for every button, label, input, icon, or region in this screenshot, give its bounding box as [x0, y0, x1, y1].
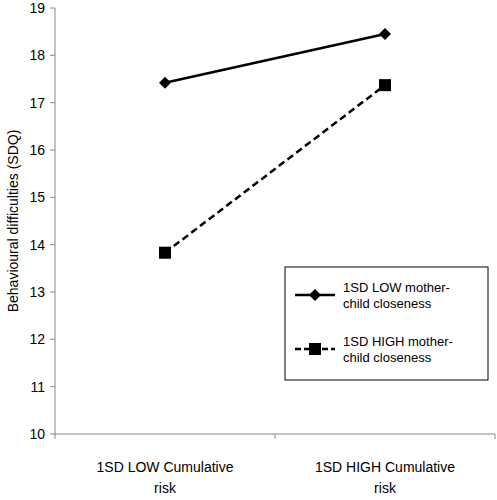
y-tick	[50, 102, 55, 103]
y-tick-label: 13	[29, 284, 45, 300]
legend-marker	[309, 343, 321, 355]
y-tick-label: 16	[29, 142, 45, 158]
plot-area	[159, 28, 391, 259]
y-tick-label: 19	[29, 0, 45, 16]
x-tick-label-line: risk	[154, 480, 177, 496]
legend-label-line: child closeness	[343, 350, 432, 365]
x-band-tick	[495, 434, 496, 439]
y-axis	[55, 8, 56, 434]
y-tick	[50, 150, 55, 151]
y-tick	[50, 386, 55, 387]
legend-marker	[309, 289, 321, 301]
y-tick-label: 12	[29, 331, 45, 347]
series-marker	[159, 247, 171, 259]
series-marker	[379, 79, 391, 91]
series-line	[165, 34, 385, 83]
y-tick	[50, 8, 55, 9]
legend: 1SD LOW mother-child closeness1SD HIGH m…	[285, 267, 488, 380]
series-marker	[379, 28, 391, 40]
x-band-tick	[55, 434, 56, 439]
x-tick-label: 1SD LOW Cumulative risk	[97, 459, 234, 496]
y-tick	[50, 55, 55, 56]
legend-label: 1SD LOW mother-child closeness	[343, 280, 450, 311]
y-tick	[50, 292, 55, 293]
y-tick	[50, 197, 55, 198]
y-tick	[50, 434, 55, 435]
series-line	[165, 85, 385, 253]
y-tick-label: 10	[29, 426, 45, 442]
x-tick-label-line: risk	[374, 480, 397, 496]
y-tick	[50, 244, 55, 245]
y-tick-label: 15	[29, 189, 45, 205]
y-tick-label: 18	[29, 47, 45, 63]
legend-label-line: child closeness	[343, 296, 432, 311]
x-tick-label: 1SD HIGH Cumulative risk	[315, 459, 455, 496]
legend-label: 1SD HIGH mother-child closeness	[343, 334, 453, 365]
legend-box	[285, 267, 488, 380]
y-tick	[50, 339, 55, 340]
y-tick-label: 11	[30, 379, 45, 395]
legend-label-line: 1SD HIGH mother-	[343, 334, 453, 349]
x-tick-label-line: 1SD LOW Cumulative	[97, 459, 234, 475]
y-tick-label: 17	[29, 95, 45, 111]
legend-label-line: 1SD LOW mother-	[343, 280, 450, 295]
x-tick-label-line: 1SD HIGH Cumulative	[315, 459, 455, 475]
chart: 10 11 12 13 14 15 16 17 18 19 1SD LOW Cumulative ri…	[0, 0, 497, 500]
y-tick-label: 14	[29, 237, 45, 253]
series-marker	[159, 77, 171, 89]
x-band-tick	[275, 434, 276, 439]
y-axis-label: Behavioural difficulties (SDQ)	[5, 130, 21, 313]
